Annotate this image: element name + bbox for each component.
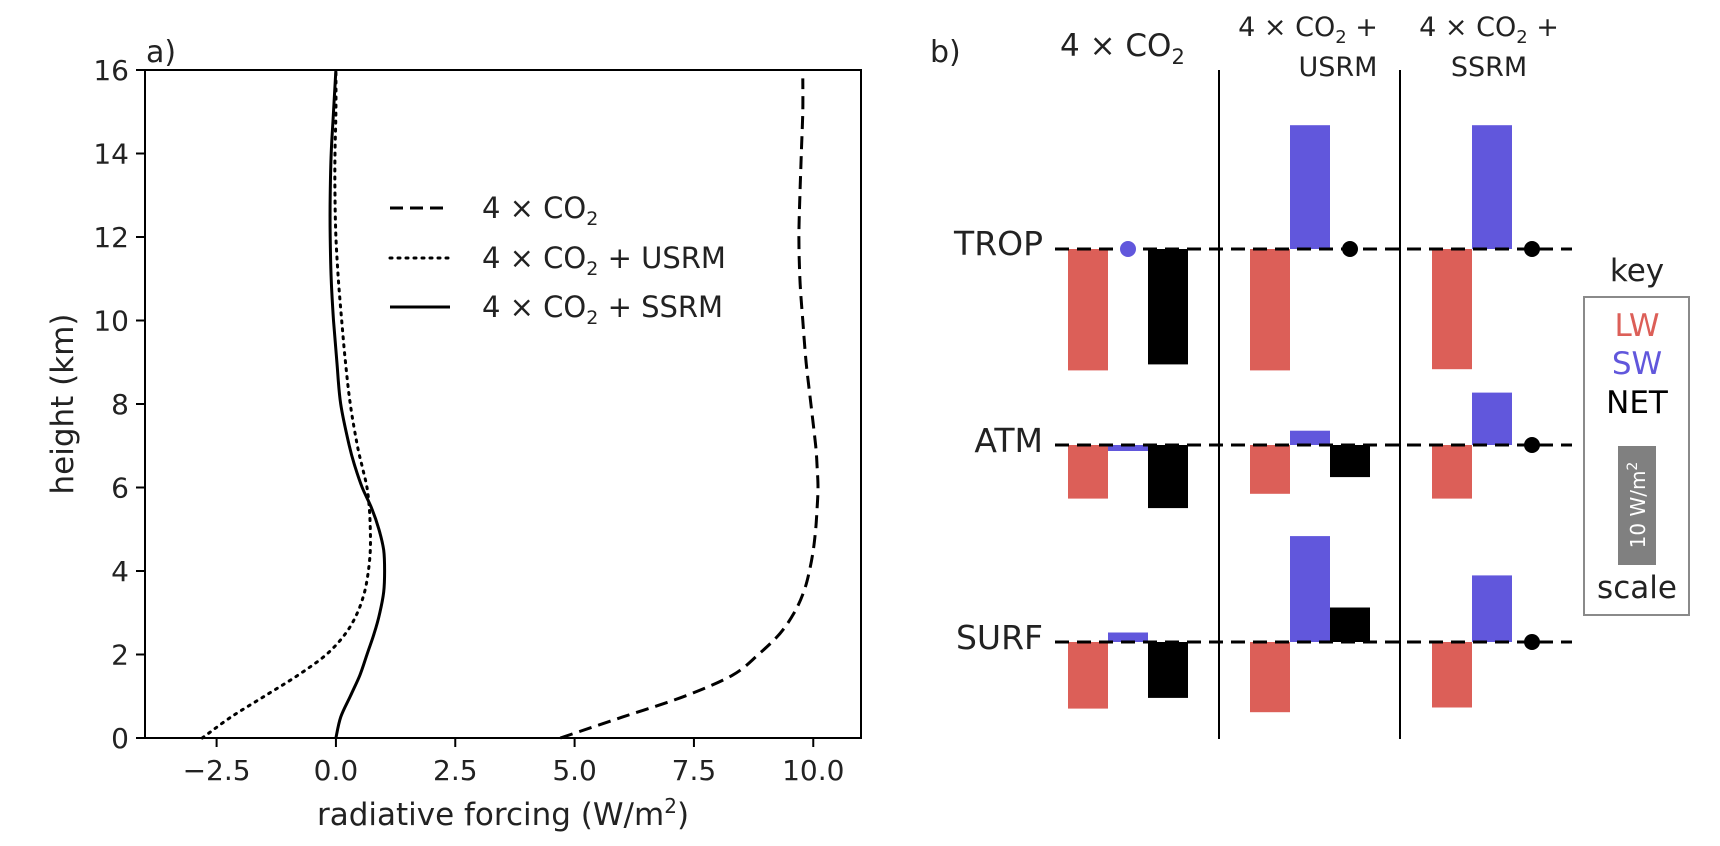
panel-a-ticks: −2.5 0.0 2.5 5.0 7.5 10.0 0 2 4 6 8 10 12 14 16 xyxy=(93,54,844,787)
key-scale-label: scale xyxy=(1597,570,1677,606)
panel-b-bars xyxy=(1055,125,1572,713)
key-sw-label: SW xyxy=(1612,346,1662,382)
net-bar xyxy=(1148,642,1188,698)
panel-a-label: a) xyxy=(146,35,176,70)
panel-b: b) 4 × CO2 4 × CO2 + USRM 4 × CO2 + SSRM… xyxy=(930,12,1690,739)
legend-label-ssrm: 4 × CO2 + SSRM xyxy=(482,290,723,329)
series-usrm-line xyxy=(200,68,372,740)
x-tick-label: 5.0 xyxy=(552,754,597,787)
sw-bar xyxy=(1472,125,1512,249)
net-bar xyxy=(1330,445,1370,478)
lw-bar xyxy=(1432,445,1472,499)
column-title-usrm: 4 × CO2 + xyxy=(1238,12,1378,48)
x-tick-label: 0.0 xyxy=(314,754,359,787)
column-title-ssrm: 4 × CO2 + xyxy=(1419,12,1559,48)
net-bar xyxy=(1148,445,1188,509)
sw-bar-zero-dot xyxy=(1120,241,1136,257)
key-net-label: NET xyxy=(1606,385,1669,421)
lw-bar xyxy=(1432,249,1472,370)
sw-bar xyxy=(1108,632,1148,642)
column-title-4xco2: 4 × CO2 xyxy=(1060,28,1185,69)
lw-bar xyxy=(1068,249,1108,371)
sw-bar xyxy=(1108,445,1148,451)
y-tick-label: 16 xyxy=(93,54,129,87)
column-title-usrm-line2: USRM xyxy=(1299,52,1378,83)
series-ssrm-line xyxy=(328,69,387,739)
panel-b-label: b) xyxy=(930,35,961,70)
net-bar xyxy=(1148,249,1188,365)
legend-label-usrm: 4 × CO2 + USRM xyxy=(482,241,726,280)
panel-a-legend: 4 × CO2 4 × CO2 + USRM 4 × CO2 + SSRM xyxy=(388,191,726,329)
lw-bar xyxy=(1068,642,1108,709)
legend-label-4xco2: 4 × CO2 xyxy=(482,191,598,230)
panel-b-key: key LW SW NET 10 W/m2 scale xyxy=(1583,253,1690,616)
y-tick-label: 0 xyxy=(111,722,129,755)
panel-a-y-axis-label: height (km) xyxy=(45,313,81,494)
y-tick-label: 6 xyxy=(111,472,129,505)
lw-bar xyxy=(1250,249,1290,371)
row-label-surf: SURF xyxy=(956,618,1043,657)
row-label-trop: TROP xyxy=(953,224,1043,263)
net-bar-zero-dot xyxy=(1524,241,1540,257)
panel-a: a) −2.5 0.0 2.5 5.0 7.5 10.0 0 2 4 6 8 10 12 14 16 rad… xyxy=(45,35,862,833)
x-tick-label: −2.5 xyxy=(183,754,251,787)
row-label-atm: ATM xyxy=(974,421,1043,460)
sw-bar xyxy=(1290,125,1330,249)
panel-a-frame xyxy=(144,69,862,739)
key-title: key xyxy=(1610,253,1664,289)
series-4xco2-line xyxy=(559,78,820,740)
scale-bar-label: 10 W/m2 xyxy=(1625,462,1650,549)
net-bar xyxy=(1330,607,1370,642)
y-tick-label: 12 xyxy=(93,221,129,254)
x-tick-label: 2.5 xyxy=(433,754,478,787)
scale-bar xyxy=(1618,446,1656,565)
net-bar-zero-dot xyxy=(1524,634,1540,650)
lw-bar xyxy=(1068,445,1108,499)
y-tick-label: 10 xyxy=(93,305,129,338)
lw-bar xyxy=(1250,445,1290,494)
x-tick-label: 7.5 xyxy=(672,754,717,787)
lw-bar xyxy=(1432,642,1472,708)
sw-bar xyxy=(1290,536,1330,642)
sw-bar xyxy=(1290,430,1330,445)
x-tick-label: 10.0 xyxy=(782,754,844,787)
net-bar-zero-dot xyxy=(1342,241,1358,257)
net-bar-zero-dot xyxy=(1524,437,1540,453)
key-box xyxy=(1583,296,1690,616)
y-tick-label: 14 xyxy=(93,138,129,171)
y-tick-label: 8 xyxy=(111,388,129,421)
y-tick-label: 2 xyxy=(111,639,129,672)
panel-a-curves xyxy=(200,68,820,740)
sw-bar xyxy=(1472,392,1512,445)
panel-a-x-axis-label: radiative forcing (W/m2) xyxy=(317,794,689,833)
key-lw-label: LW xyxy=(1614,308,1659,344)
sw-bar xyxy=(1472,575,1512,642)
lw-bar xyxy=(1250,642,1290,713)
y-tick-label: 4 xyxy=(111,555,129,588)
column-title-ssrm-line2: SSRM xyxy=(1451,52,1527,83)
